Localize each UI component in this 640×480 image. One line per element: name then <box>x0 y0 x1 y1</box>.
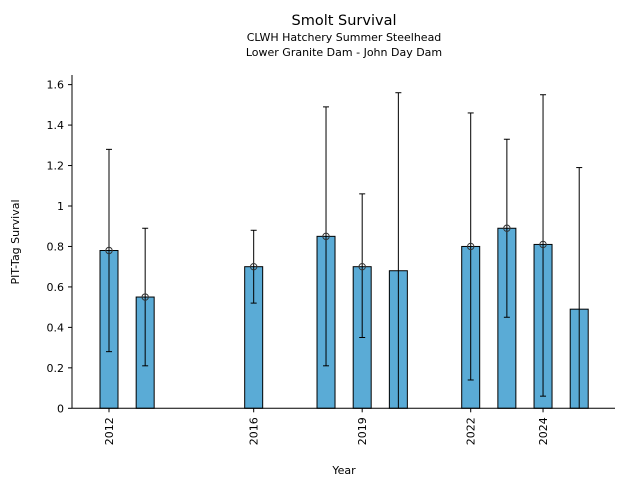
point-marker-2024 <box>539 240 547 249</box>
chart-subtitle-line-1: CLWH Hatchery Summer Steelhead <box>246 31 442 44</box>
chart-title: Smolt Survival <box>291 13 397 29</box>
x-tick-label: 2012 <box>103 417 116 445</box>
y-tick-label: 0.2 <box>47 362 65 375</box>
x-tick-label: 2022 <box>465 417 478 445</box>
point-marker-2012 <box>105 246 113 255</box>
point-marker-2016 <box>249 262 258 271</box>
x-tick-label: 2024 <box>537 417 550 445</box>
error-bars-group <box>105 92 583 409</box>
x-tick-label: 2019 <box>356 417 369 445</box>
x-axis-label: Year <box>331 464 356 477</box>
y-tick-label: 0.6 <box>47 281 65 294</box>
y-tick-label: 1.6 <box>47 79 65 92</box>
y-tick-label: 0.4 <box>47 321 65 334</box>
y-tick-label: 1.4 <box>47 119 65 132</box>
y-tick-label: 0 <box>57 402 64 415</box>
y-tick-label: 1 <box>57 200 64 213</box>
point-marker-2022 <box>467 242 475 251</box>
y-tick-label: 1.2 <box>47 160 65 173</box>
point-marker-2013 <box>141 293 149 301</box>
y-axis-label: PIT-Tag Survival <box>9 199 22 284</box>
point-marker-2019 <box>358 262 366 271</box>
x-tick-label: 2016 <box>248 417 261 445</box>
axes-group: 0 0.2 0.4 0.6 0.8 1 1.2 1.4 1.6 2012 2016 2019 2022 2… <box>47 75 615 445</box>
point-marker-2018 <box>322 232 330 241</box>
point-marker-2023 <box>503 224 511 232</box>
y-tick-label: 0.8 <box>47 240 65 253</box>
chart-subtitle-line-2: Lower Granite Dam - John Day Dam <box>245 46 443 59</box>
bars-group <box>99 227 589 409</box>
